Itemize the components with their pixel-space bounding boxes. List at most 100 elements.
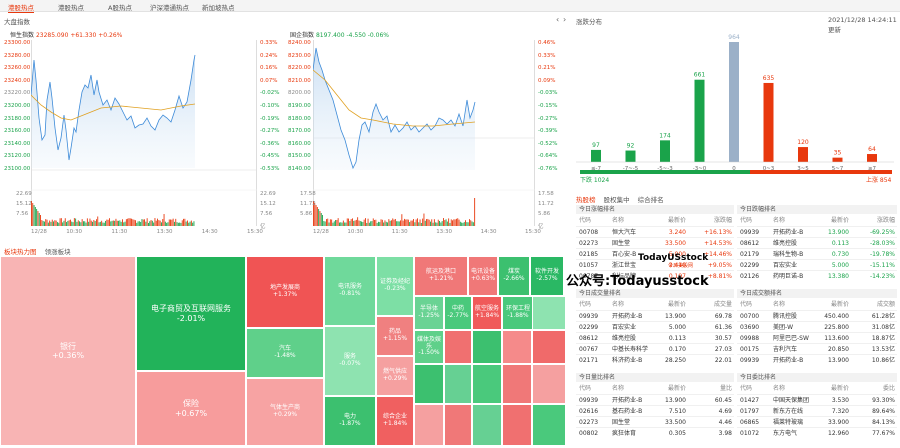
- volume-bar: [342, 220, 344, 226]
- table-cell: 02273: [579, 240, 599, 247]
- volume-bar: [331, 219, 333, 226]
- table-row[interactable]: 09988 阿里巴巴-SW 113.600 18.87亿: [737, 332, 897, 343]
- table-cell: 31.08亿: [871, 324, 895, 331]
- vol-col-header: 成交量: [713, 301, 732, 308]
- heatmap-tile-name: 煤炭: [507, 268, 520, 276]
- table-row[interactable]: 02273 固生堂 33.500 +14.53%: [576, 237, 734, 248]
- chevron-left-icon[interactable]: ‹: [556, 15, 560, 24]
- heatmap-tile[interactable]: 环保工程 -1.88%: [502, 296, 534, 330]
- table-row[interactable]: 08612 维亮控股 0.113 30.57: [576, 332, 734, 343]
- table-cell: 225.800: [824, 324, 849, 331]
- table-cell: 药明巨诺-B: [773, 273, 804, 280]
- volume-bar: [62, 222, 64, 226]
- table-row[interactable]: 02616 基石药业-B 7.510 4.69: [576, 405, 734, 416]
- heatmap-tile[interactable]: 燃气供应 +0.29%: [376, 356, 414, 396]
- volume-bar: [67, 220, 69, 226]
- volume-bar: [430, 221, 431, 226]
- table-row[interactable]: 01072 东方电气 12.960 77.67%: [737, 427, 897, 438]
- heatmap-tile-name: 保险: [183, 399, 199, 409]
- table-row[interactable]: 02126 药明巨诺-B 13.380 -14.23%: [737, 270, 897, 281]
- table-row[interactable]: 09939 开拓药业-B 13.900 69.78: [576, 310, 734, 321]
- table-row[interactable]: 09939 开拓药业-B 13.900 10.86亿: [737, 354, 897, 365]
- heatmap-tile[interactable]: 中药 -2.77%: [444, 296, 472, 330]
- volume-bar: [440, 222, 442, 226]
- heatmap-tile-pct: +0.36%: [51, 351, 85, 360]
- hot-tabs: 热股榜 股权集中 综合排名: [576, 194, 664, 204]
- table-row[interactable]: 01427 中国天保集团 3.530 93.30%: [737, 394, 897, 405]
- heatmap-tile[interactable]: 综合企业 +1.84%: [376, 396, 414, 446]
- table-row[interactable]: 01797 新东方在线 7.320 89.64%: [737, 405, 897, 416]
- volume-bar: [99, 221, 101, 226]
- gqi-pct-label: 0.33%: [538, 52, 556, 59]
- refresh-button[interactable]: 更新: [828, 26, 841, 34]
- volume-bar: [392, 218, 394, 226]
- heatmap-tile[interactable]: 药品 +1.15%: [376, 316, 414, 356]
- heatmap-tile[interactable]: 证券及经纪 -0.23%: [376, 256, 414, 316]
- table-row[interactable]: 02179 瑞科生物-B 0.730 -19.78%: [737, 248, 897, 259]
- heatmap-tile[interactable]: 保险 +0.67%: [136, 371, 246, 446]
- table-cell: 00700: [740, 313, 760, 320]
- tab-concentration[interactable]: 股权集中: [603, 196, 630, 204]
- heatmap-tile[interactable]: 气体生产商 +0.29%: [246, 378, 324, 446]
- heatmap-tile[interactable]: 地产发展商 +1.37%: [246, 256, 324, 328]
- table-row[interactable]: 03690 美团-W 225.800 31.08亿: [737, 321, 897, 332]
- table-row[interactable]: 08612 维亮控股 0.113 -28.03%: [737, 237, 897, 248]
- table-row[interactable]: 06865 福莱特玻璃 33.900 84.13%: [737, 416, 897, 427]
- heatmap-tile[interactable]: 电力 -1.87%: [324, 396, 376, 446]
- table-cell: 开拓药业-B: [612, 313, 643, 320]
- table-row[interactable]: 02299 百宏实业 5.000 -15.11%: [737, 259, 897, 270]
- heatmap-tile[interactable]: 航运及港口 +1.21%: [414, 256, 468, 296]
- heatmap-tile[interactable]: 汽车 -1.48%: [246, 328, 324, 378]
- volume-bar: [148, 222, 149, 226]
- tab-connect-hot[interactable]: 沪深港通热点: [150, 4, 189, 12]
- tab-heatmap[interactable]: 板块热力图: [4, 248, 37, 256]
- gain-col-header: 名称: [612, 217, 625, 224]
- heatmap-tile[interactable]: 软件开发 -2.57%: [530, 256, 564, 296]
- heatmap-tile[interactable]: 电子商贸及互联网服务 -2.01%: [136, 256, 246, 371]
- heatmap-tile[interactable]: 服务 -0.07%: [324, 326, 376, 396]
- heatmap-tile[interactable]: 半导体 -1.25%: [414, 296, 444, 330]
- heatmap-tile-name: 环保工程: [505, 305, 530, 313]
- heatmap-tile[interactable]: 电讯设备 +0.63%: [468, 256, 498, 296]
- table-row[interactable]: 00700 腾讯控股 450.400 61.28亿: [737, 310, 897, 321]
- chevron-right-icon[interactable]: ›: [563, 15, 567, 24]
- tab-hk-hot[interactable]: 港股热点: [8, 4, 34, 13]
- table-row[interactable]: 00802 疯狂体育 0.305 3.98: [576, 427, 734, 438]
- tab-sg-hot[interactable]: 新加坡热点: [202, 4, 235, 12]
- volume-bar: [183, 218, 184, 226]
- tab-a-share-hot[interactable]: A股热点: [108, 4, 132, 12]
- volume-bar: [448, 218, 450, 226]
- tab-leading-sectors[interactable]: 领涨板块: [44, 248, 71, 256]
- volume-bar: [187, 220, 188, 226]
- ratio-col-header: 名称: [612, 385, 625, 392]
- table-row[interactable]: 02185 百心安-B 5.000 +14.46%: [576, 248, 734, 259]
- table-cell: 7.510: [668, 408, 686, 415]
- heatmap-tile[interactable]: 煤炭 -2.66%: [498, 256, 530, 296]
- table-row[interactable]: 01057 浙江世宝 2.410 +9.05%: [576, 259, 734, 270]
- table-row[interactable]: 02299 百宏实业 5.000 61.36: [576, 321, 734, 332]
- table-row[interactable]: 09939 开拓药业-B 13.900 -69.25%: [737, 226, 897, 237]
- dist-category-label: 3~5: [797, 166, 809, 172]
- table-row[interactable]: 09939 开拓药业-B 13.900 60.45: [576, 394, 734, 405]
- tab-hot-stocks[interactable]: 热股榜: [576, 196, 596, 204]
- heatmap-tile[interactable]: 电讯服务 -0.81%: [324, 256, 376, 326]
- tab-composite[interactable]: 综合排名: [637, 196, 664, 204]
- table-row[interactable]: 02171 科济药业-B 28.250 22.01: [576, 354, 734, 365]
- table-row[interactable]: 00708 恒大汽车 3.240 +16.13%: [576, 226, 734, 237]
- hsi-y-label: 23260.00: [4, 65, 31, 72]
- gqi-y-label: 8220.00: [288, 65, 311, 72]
- heatmap-tile[interactable]: 媒体及娱乐 -1.50%: [414, 330, 444, 364]
- heatmap-tile[interactable]: 银行 +0.36%: [0, 256, 136, 446]
- table-row[interactable]: 00767 中基长寿科学 0.170 27.03: [576, 343, 734, 354]
- gqi-y-label: 8190.00: [288, 103, 311, 109]
- heatmap-tile-small: [532, 330, 566, 364]
- volume-bar: [345, 222, 347, 226]
- heatmap-tile[interactable]: 航空服务 +1.84%: [472, 296, 502, 330]
- ratio-table: 代码 名称 最新价 量比 09939 开拓药业-B 13.900 60.45 02616 基石药业…: [576, 383, 734, 438]
- table-row[interactable]: 00175 吉利汽车 20.850 13.53亿: [737, 343, 897, 354]
- table-row[interactable]: 00787 利标品牌 0.197 +8.81%: [576, 270, 734, 281]
- volume-bar: [332, 222, 334, 226]
- volume-bar: [318, 209, 320, 226]
- table-row[interactable]: 02273 固生堂 33.500 4.46: [576, 416, 734, 427]
- tab-hk-hot-2[interactable]: 港股热点: [58, 4, 84, 12]
